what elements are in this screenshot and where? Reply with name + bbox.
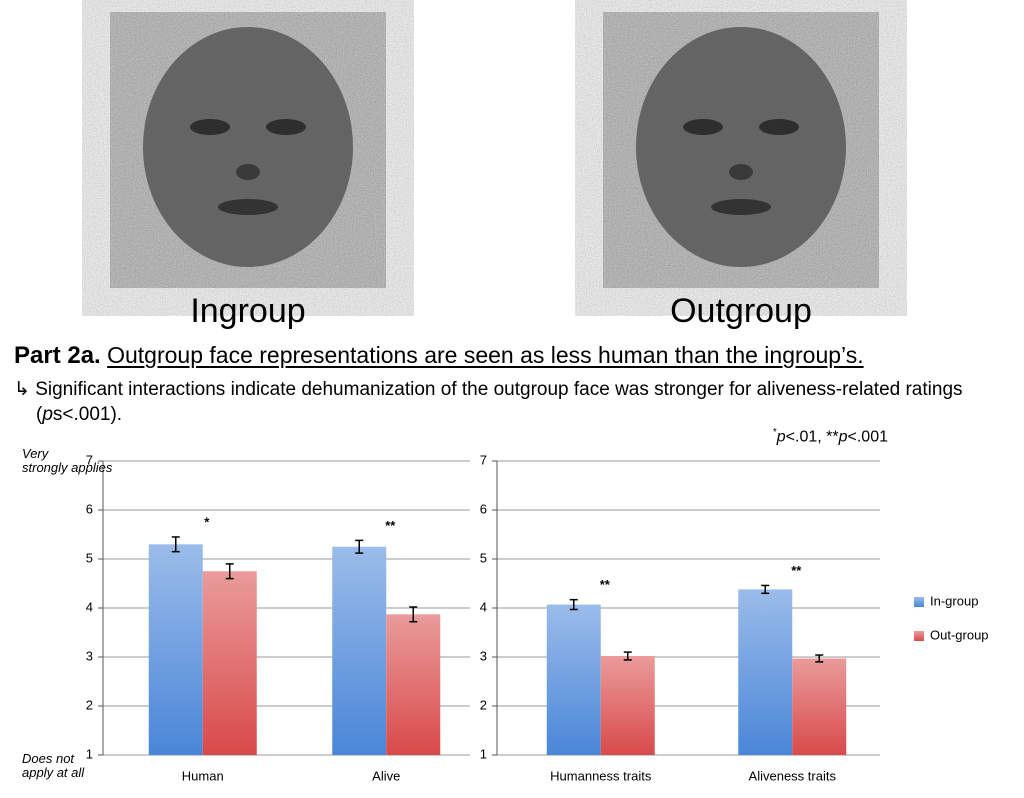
- x-tick-label: Alive: [372, 768, 400, 783]
- sig-part: *: [772, 427, 777, 438]
- bar: [600, 656, 655, 755]
- sig-part: p: [776, 428, 786, 446]
- y-tick-label: 3: [86, 648, 93, 663]
- significance-star: **: [385, 518, 396, 533]
- bar: [546, 604, 601, 755]
- bar: [148, 544, 203, 755]
- x-tick-label: Human: [182, 768, 224, 783]
- bar: [332, 546, 387, 755]
- y-tick-label: 7: [480, 452, 487, 467]
- note: ↳ Significant interactions indicate dehu…: [14, 379, 963, 425]
- y-end-label: Does not apply at all: [22, 751, 85, 780]
- bar: [738, 589, 793, 755]
- heading-text: Outgroup face representations are seen a…: [107, 342, 864, 368]
- face-label: Ingroup: [190, 292, 306, 330]
- y-tick-label: 3: [480, 648, 487, 663]
- error-bar: [355, 539, 364, 554]
- ingroup-face: [110, 12, 386, 288]
- note-text: Significant interactions indicate dehuma…: [35, 379, 963, 425]
- y-tick-label: 4: [86, 599, 93, 614]
- y-tick-label: 2: [480, 697, 487, 712]
- error-bar: [761, 584, 770, 595]
- legend-label: Out-group: [930, 627, 989, 642]
- y-tick-label: 4: [480, 599, 487, 614]
- error-bar: [623, 651, 632, 661]
- y-end-label: Very strongly applies: [22, 446, 113, 475]
- legend-swatch: [914, 631, 924, 641]
- legend-label: In-group: [930, 593, 978, 608]
- x-tick-label: Aliveness traits: [749, 768, 837, 783]
- sig-part: <.001: [847, 428, 888, 446]
- y-tick-label: 5: [86, 550, 93, 565]
- y-tick-label: 1: [480, 746, 487, 761]
- error-bar: [569, 598, 578, 611]
- note-text: s<.001).: [52, 404, 123, 425]
- face-label: Outgroup: [670, 292, 812, 330]
- error-bar: [409, 606, 418, 623]
- bar: [792, 658, 847, 755]
- sig-part: p: [838, 428, 848, 446]
- error-bar: [225, 563, 234, 580]
- y-tick-label: 6: [480, 501, 487, 516]
- note-italic: p: [42, 404, 53, 425]
- error-bar: [171, 536, 180, 553]
- outgroup-face: [603, 12, 879, 288]
- error-bar: [815, 654, 824, 663]
- y-tick-label: 5: [480, 550, 487, 565]
- heading: Part 2a. Outgroup face representations a…: [14, 342, 864, 370]
- significance-note: *p<.01, **p<.001: [773, 427, 888, 446]
- y-tick-label: 6: [86, 501, 93, 516]
- y-tick-label: 2: [86, 697, 93, 712]
- legend-swatch: [914, 597, 924, 607]
- bar: [386, 614, 441, 755]
- bar: [202, 571, 257, 755]
- x-tick-label: Humanness traits: [550, 768, 652, 783]
- significance-star: *: [204, 514, 210, 529]
- significance-star: **: [600, 577, 611, 592]
- sig-part: <.01, **: [785, 428, 839, 446]
- significance-star: **: [791, 563, 802, 578]
- y-tick-label: 7: [86, 452, 93, 467]
- y-tick-label: 1: [86, 746, 93, 761]
- heading-prefix: Part 2a.: [14, 342, 101, 369]
